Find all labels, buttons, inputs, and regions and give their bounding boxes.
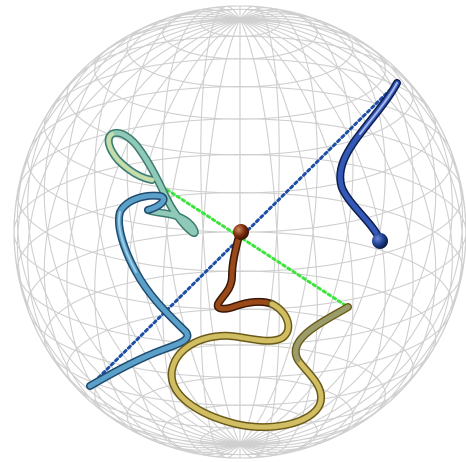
tube-segment-steel-blue xyxy=(86,191,192,390)
atom-sphere-icon xyxy=(233,224,249,240)
sphere-grid-line xyxy=(239,18,464,445)
protein-tubes xyxy=(86,79,401,431)
sphere-grid-line xyxy=(239,19,414,451)
sphere-grid-line xyxy=(27,17,241,445)
tube-segment-brown xyxy=(213,228,276,313)
sphere-grid-line xyxy=(66,13,241,445)
sphere-grid-line xyxy=(66,19,241,451)
sphere-grid-line xyxy=(13,19,241,445)
sphere-grid-line xyxy=(239,5,280,445)
dotted-axis-green xyxy=(150,178,350,309)
sphere-grid-line xyxy=(200,19,241,459)
tube-segment-olive xyxy=(167,300,352,431)
sphere-grid-line xyxy=(16,18,241,445)
tube-segment-teal xyxy=(104,129,199,237)
sphere-grid-line xyxy=(200,5,241,445)
sphere-grid-line xyxy=(239,7,318,445)
sphere-grid-line xyxy=(239,19,453,447)
sphere-grid-line xyxy=(239,17,453,445)
sphere-grid-line xyxy=(16,19,241,446)
sphere-grid-line xyxy=(239,19,318,457)
sphere-grid-line xyxy=(239,13,414,445)
sphere-grid-line xyxy=(27,19,241,447)
sphere-grid-line xyxy=(94,19,241,453)
sphere-grid-line xyxy=(239,19,464,446)
sphere-grid-line xyxy=(239,8,354,445)
sphere-grid-line xyxy=(126,19,241,456)
tube-segment-navy xyxy=(336,79,401,244)
sphere-grid-line xyxy=(239,11,386,445)
sphere-grid-line xyxy=(239,19,354,456)
sphere-wireframe-icon xyxy=(13,5,466,459)
sphere-grid-line xyxy=(239,19,466,445)
navy-terminal-sphere xyxy=(372,233,388,249)
